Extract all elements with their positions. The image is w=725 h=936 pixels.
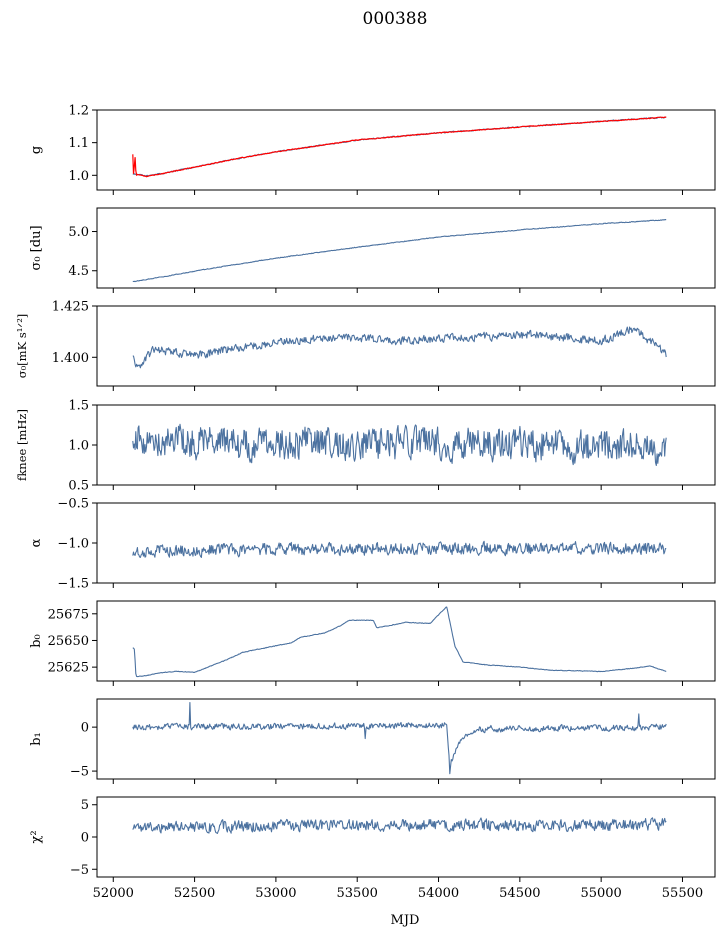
y-tick-label-fknee: 1.5 xyxy=(68,399,89,414)
y-axis-label-chi2: χ² xyxy=(29,830,44,843)
x-tick-label: 54500 xyxy=(499,886,540,901)
x-tick-label: 53000 xyxy=(255,886,296,901)
y-tick-label-g: 1.1 xyxy=(68,136,89,151)
panel-frame-g xyxy=(96,109,716,191)
series-line-b1 xyxy=(132,701,667,775)
y-tick-label-fknee: 0.5 xyxy=(68,479,89,494)
series-line-sigma0_mk xyxy=(132,326,667,369)
panel-g: 1.0 1.1 1.2 g xyxy=(29,104,716,195)
panel-b1: −5 0 b₁ xyxy=(29,698,716,784)
series-line-alpha xyxy=(132,540,667,558)
panel-b0: 25625 25650 25675 b₀ xyxy=(29,600,716,686)
y-tick-label-alpha: −1.5 xyxy=(57,577,89,592)
panel-sigma0_mk: 1.400 1.425 σ₀[mK s¹ᐟ²] xyxy=(15,300,716,391)
y-tick-label-b1: 0 xyxy=(81,721,89,736)
panel-frame-sigma0_mk xyxy=(96,305,716,387)
series-line-fknee xyxy=(132,423,667,467)
panel-chi2: 52000 52500 53000 53500 54000 54500 55000 55500… xyxy=(29,796,716,901)
panel-frame-b1 xyxy=(96,698,716,780)
panel-sigma0: 4.5 5.0 σ₀ [du] xyxy=(29,207,716,293)
x-tick-label: 55500 xyxy=(662,886,703,901)
series-line-sigma0_du xyxy=(132,219,667,283)
y-axis-label-g: g xyxy=(29,146,44,154)
x-tick-label: 54000 xyxy=(418,886,459,901)
panel-alpha: −1.5 −1.0 −0.5 α xyxy=(29,497,716,592)
x-tick-label: 53500 xyxy=(337,886,378,901)
panel-fknee: 0.5 1.0 1.5 fknee [mHz] xyxy=(15,399,716,494)
y-axis-label-b1: b₁ xyxy=(29,732,44,746)
y-tick-label-alpha: −0.5 xyxy=(57,497,89,512)
panel-frame-sigma0 xyxy=(96,207,716,289)
y-tick-label-fknee: 1.0 xyxy=(68,439,89,454)
series-line-g xyxy=(132,116,667,177)
y-tick-label-sigma0_mk: 1.425 xyxy=(52,300,89,315)
y-axis-label-b0: b₀ xyxy=(29,634,44,648)
y-axis-label-sigma0_mk: σ₀[mK s¹ᐟ²] xyxy=(15,314,29,379)
y-tick-label-sigma0_mk: 1.400 xyxy=(52,351,89,366)
panel-frame-chi2 xyxy=(96,796,716,878)
x-tick-label: 52000 xyxy=(93,886,134,901)
series-line-chi2 xyxy=(132,817,667,834)
panel-frame-b0 xyxy=(96,600,716,682)
series-line-g-fit xyxy=(132,116,667,178)
y-tick-label-chi2: −5 xyxy=(70,863,89,878)
y-tick-label-sigma0: 5.0 xyxy=(68,225,89,240)
y-tick-label-b0: 25625 xyxy=(48,661,89,676)
y-tick-label-b0: 25675 xyxy=(48,607,89,622)
y-axis-label-alpha: α xyxy=(29,538,44,547)
x-tick-label: 55000 xyxy=(580,886,621,901)
panels: 1.0 1.1 1.2 g 4.5 5.0 σ₀ [du] 1.400 1.425 σ₀[mK s… xyxy=(15,104,716,901)
series-line-b0 xyxy=(132,606,667,678)
y-tick-label-g: 1.0 xyxy=(68,169,89,184)
x-axis-label: MJD xyxy=(391,913,420,928)
y-tick-label-chi2: 0 xyxy=(81,831,89,846)
x-tick-label: 52500 xyxy=(174,886,215,901)
panel-frame-alpha xyxy=(96,502,716,584)
y-tick-label-chi2: 5 xyxy=(81,798,89,813)
chart-title: 000388 xyxy=(363,9,428,29)
y-axis-label-fknee: fknee [mHz] xyxy=(15,409,29,481)
y-tick-label-sigma0: 4.5 xyxy=(68,264,89,279)
y-axis-label-sigma0: σ₀ [du] xyxy=(29,225,44,270)
y-tick-label-alpha: −1.0 xyxy=(57,537,89,552)
y-tick-label-g: 1.2 xyxy=(68,104,89,119)
y-tick-label-b0: 25650 xyxy=(48,634,89,649)
y-tick-label-b1: −5 xyxy=(70,765,89,780)
